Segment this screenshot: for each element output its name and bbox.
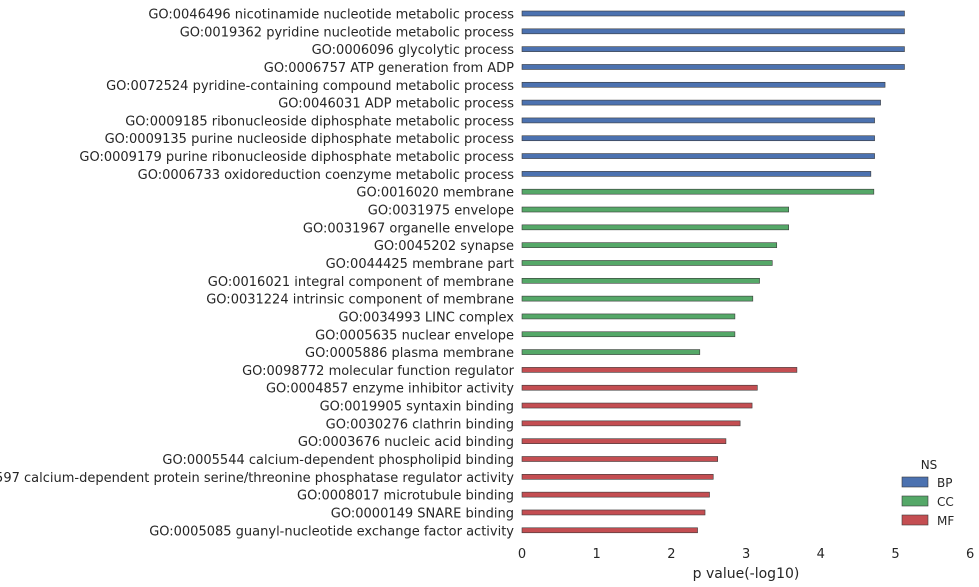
x-tick-label: 3: [742, 547, 750, 562]
bar-mf: [521, 402, 753, 409]
bar-bp: [521, 81, 886, 88]
x-tick-label: 6: [966, 547, 974, 562]
x-tick-label: 2: [667, 547, 675, 562]
category-label: GO:0045202 synapse: [374, 239, 514, 254]
category-label: GO:0005085 guanyl-nucleotide exchange fa…: [149, 524, 514, 539]
bar-cc: [521, 224, 789, 231]
bar-mf: [521, 527, 698, 534]
legend-swatch-cc: [901, 495, 929, 507]
category-label: GO:0004857 enzyme inhibitor activity: [266, 382, 514, 397]
x-axis-label: p value(-log10): [693, 566, 800, 582]
bar-bp: [521, 153, 875, 159]
bar-mf: [521, 509, 706, 516]
bar-mf: [521, 491, 710, 498]
bars-group: [521, 10, 905, 534]
category-label: GO:0005544 calcium-dependent phospholipi…: [162, 453, 514, 468]
category-label: GO:0034993 LINC complex: [338, 310, 514, 325]
bar-cc: [521, 242, 778, 248]
bar-mf: [521, 456, 719, 462]
x-tick-labels-group: 0 1 2 3 4 5 6: [518, 547, 974, 562]
bar-bp: [521, 135, 875, 142]
category-label: GO:0006757 ATP generation from ADP: [264, 61, 514, 76]
legend-label-mf: MF: [937, 514, 954, 528]
category-label: GO:0072524 pyridine-containing compound …: [106, 79, 514, 94]
bar-bp: [521, 64, 905, 70]
legend: NS BP CC MF: [901, 458, 954, 528]
x-tick-label: 0: [518, 547, 526, 562]
legend-swatch-mf: [901, 514, 929, 526]
bar-cc: [521, 277, 760, 284]
category-label: GO:0008017 microtubule binding: [297, 489, 514, 504]
category-label: GO:0031224 intrinsic component of membra…: [206, 293, 514, 308]
legend-label-bp: BP: [937, 476, 952, 490]
category-label: GO:0044425 membrane part: [326, 257, 514, 272]
category-label: GO:0008597 calcium-dependent protein ser…: [0, 471, 514, 486]
category-label: GO:0003676 nucleic acid binding: [298, 435, 514, 450]
bar-cc: [521, 313, 736, 320]
category-label: GO:0016021 integral component of membran…: [208, 275, 514, 290]
bar-mf: [521, 367, 798, 373]
category-label: GO:0009179 purine ribonucleoside diphosp…: [79, 150, 514, 165]
category-label: GO:0006733 oxidoreduction coenzyme metab…: [138, 168, 515, 183]
bar-mf: [521, 438, 727, 444]
bar-mf: [521, 384, 758, 391]
category-label: GO:0006096 glycolytic process: [312, 43, 515, 58]
category-label: GO:0030276 clathrin binding: [326, 417, 514, 432]
bar-bp: [521, 46, 905, 52]
legend-entries: BP CC MF: [901, 476, 954, 528]
category-label: GO:0005635 nuclear envelope: [315, 328, 514, 343]
bar-cc: [521, 295, 754, 302]
category-label: GO:0000149 SNARE binding: [331, 506, 514, 521]
bar-cc: [521, 206, 789, 213]
x-tick-label: 4: [817, 547, 825, 562]
category-label: GO:0031967 organelle envelope: [303, 221, 514, 236]
category-label: GO:0016020 membrane: [356, 186, 514, 201]
bar-mf: [521, 474, 714, 480]
category-label: GO:0009135 purine nucleoside diphosphate…: [105, 132, 515, 147]
bar-cc: [521, 349, 701, 355]
category-label: GO:0046031 ADP metabolic process: [278, 97, 514, 112]
category-label: GO:0005886 plasma membrane: [305, 346, 514, 361]
category-labels-group: GO:0046496 nicotinamide nucleotide metab…: [0, 8, 515, 540]
bar-cc: [521, 260, 773, 266]
category-label: GO:0098772 molecular function regulator: [242, 364, 515, 379]
bar-cc: [521, 188, 875, 195]
category-label: GO:0046496 nicotinamide nucleotide metab…: [148, 8, 514, 23]
x-tick-label: 5: [891, 547, 899, 562]
category-label: GO:0019905 syntaxin binding: [320, 400, 514, 415]
category-label: GO:0009185 ribonucleoside diphosphate me…: [125, 114, 514, 129]
bar-mf: [521, 420, 741, 427]
legend-swatch-bp: [901, 476, 929, 488]
bar-bp: [521, 99, 881, 106]
bar-bp: [521, 117, 875, 124]
x-tick-label: 1: [593, 547, 601, 562]
bar-bp: [521, 171, 872, 177]
category-label: GO:0031975 envelope: [368, 204, 514, 219]
category-label: GO:0019362 pyridine nucleotide metabolic…: [180, 25, 515, 40]
bar-bp: [521, 10, 905, 17]
bar-bp: [521, 28, 905, 35]
legend-title: NS: [921, 458, 938, 472]
legend-label-cc: CC: [937, 495, 954, 509]
bar-cc: [521, 331, 736, 338]
